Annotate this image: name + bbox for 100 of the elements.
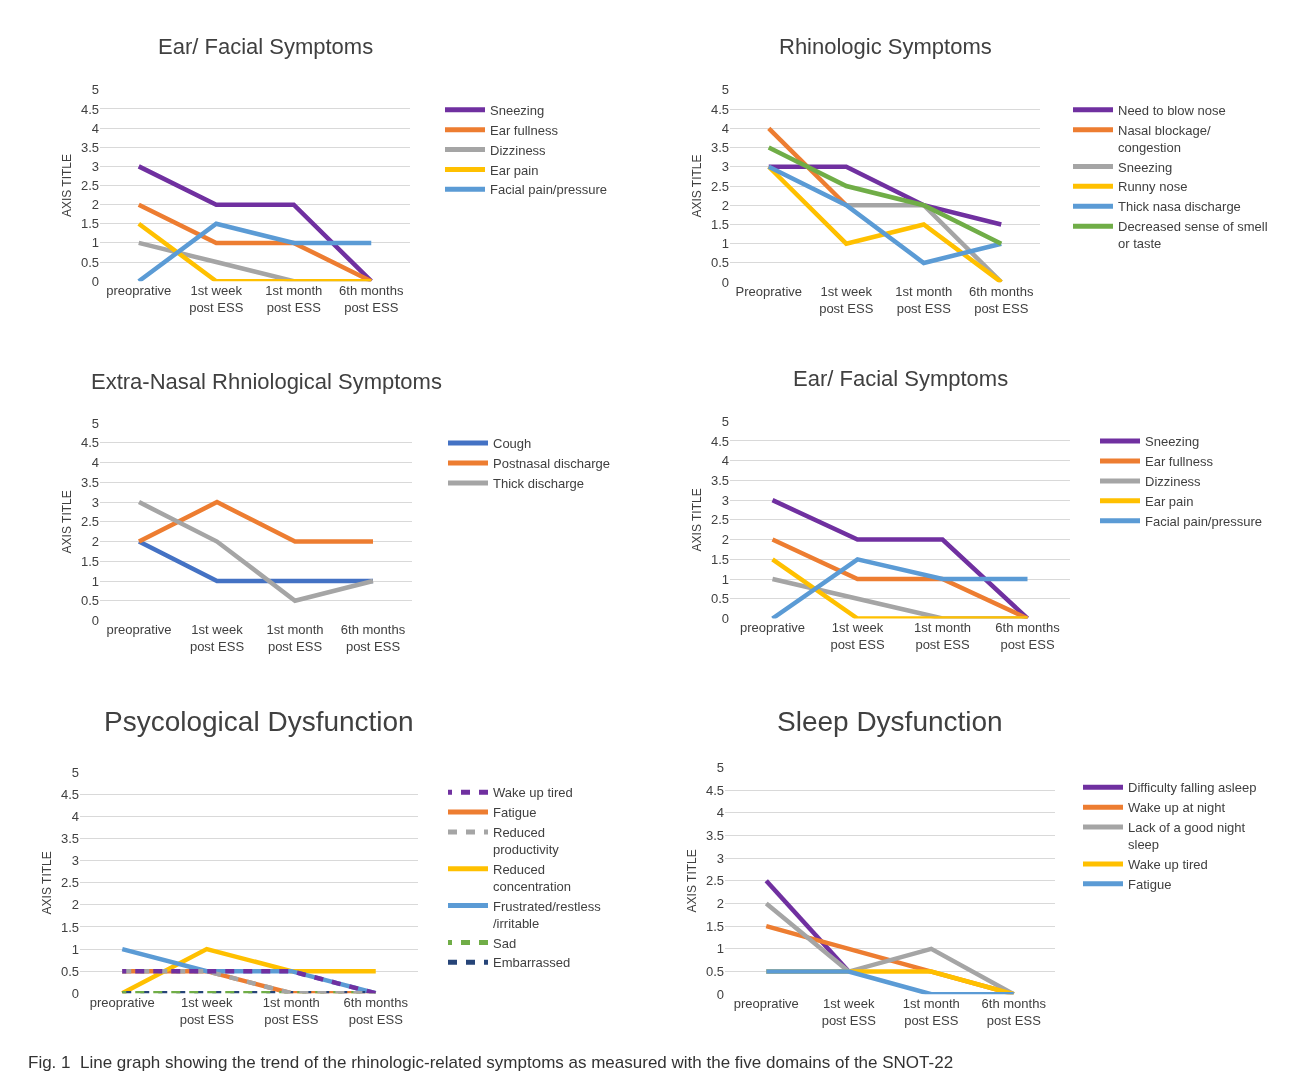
legend-label: Cough: [493, 436, 532, 452]
y-tick-label: 3.5: [80, 474, 99, 490]
y-tick-label: 4: [91, 120, 99, 136]
y-tick-label: 2.5: [80, 514, 99, 530]
y-tick-label: 4.5: [705, 782, 724, 798]
x-tick-label: 6th months post ESS: [340, 622, 406, 655]
y-tick-label: 1: [721, 236, 729, 252]
legend-label: Postnasal discharge: [493, 456, 611, 472]
y-tick-label: 0: [716, 986, 724, 1002]
y-tick-label: 1: [91, 235, 99, 251]
y-tick-label: 0: [721, 611, 729, 627]
y-tick-label: 2: [716, 896, 724, 912]
legend-label: Frustrated/restless /irritable: [493, 898, 602, 931]
y-tick-label: 0: [71, 985, 79, 1001]
y-tick-label: 1.5: [80, 216, 99, 232]
x-tick-label: 1st week post ESS: [830, 620, 885, 653]
y-tick-label: 3: [91, 158, 99, 174]
y-tick-label: 5: [91, 415, 99, 431]
legend-label: Embarrassed: [493, 955, 571, 971]
line-series: [136, 499, 376, 603]
legend-label: Lack of a good night sleep: [1128, 820, 1246, 853]
legend-label: Runny nose: [1118, 179, 1188, 195]
x-tick-label: 6th months post ESS: [969, 284, 1034, 317]
x-tick-label: 1st week post ESS: [179, 995, 235, 1028]
chart-title: Rhinologic Symptoms: [779, 34, 992, 59]
chart-title: Ear/ Facial Symptoms: [158, 34, 374, 59]
legend-label: Thick discharge: [493, 475, 585, 491]
y-tick-label: 1.5: [710, 551, 729, 567]
y-tick-label: 0.5: [710, 591, 729, 607]
legend-label: Sad: [493, 935, 517, 951]
y-tick-label: 0: [721, 274, 729, 290]
x-tick-label: preoprative: [739, 620, 806, 636]
y-tick-label: 1: [91, 573, 99, 589]
y-tick-label: 4.5: [80, 435, 99, 451]
y-tick-label: 4: [721, 120, 729, 136]
y-tick-label: 3.5: [710, 472, 729, 488]
y-tick-label: 3.5: [705, 828, 724, 844]
y-tick-label: 3.5: [60, 831, 79, 847]
y-tick-label: 2.5: [705, 873, 724, 889]
y-tick-label: 1.5: [705, 918, 724, 934]
y-tick-label: 5: [716, 759, 724, 775]
x-tick-label: 6th months post ESS: [995, 620, 1061, 653]
y-axis-title: AXIS TITLE: [690, 488, 705, 552]
x-tick-label: 6th months post ESS: [343, 995, 409, 1028]
legend-label: Dizziness: [1145, 473, 1202, 489]
y-tick-label: 4: [71, 809, 79, 825]
legend-label: Wake up tired: [1128, 856, 1208, 872]
y-tick-label: 5: [721, 82, 729, 98]
y-axis-title: AXIS TITLE: [60, 490, 75, 554]
y-tick-label: 3: [71, 853, 79, 869]
y-tick-label: 1: [71, 941, 79, 957]
line-series: [764, 901, 1016, 995]
legend-label: Sneezing: [1118, 159, 1173, 175]
legend-label: Nasal blockage/ congestion: [1118, 122, 1211, 155]
legend-label: Facial pain/pressure: [1145, 513, 1263, 529]
x-tick-label: 1st month post ESS: [262, 995, 320, 1028]
y-tick-label: 4.5: [80, 101, 99, 117]
caption: Fig. 1 Line graph showing the trend of the rhinologic-related symptoms as measured with the five domains of the SNOT-22: [28, 1053, 954, 1072]
y-tick-label: 2.5: [710, 178, 729, 194]
y-tick-label: 4.5: [60, 786, 79, 802]
chart-title: Extra-Nasal Rhniological Symptoms: [91, 369, 442, 394]
y-tick-label: 0.5: [710, 255, 729, 271]
legend-label: Ear fullness: [1145, 454, 1214, 470]
y-tick-label: 5: [91, 82, 99, 98]
x-tick-label: Preoprative: [735, 284, 802, 300]
legend-label: Wake up at night: [1128, 800, 1226, 816]
x-tick-label: 1st week post ESS: [819, 284, 874, 317]
x-tick-label: 1st week post ESS: [189, 283, 244, 316]
y-tick-label: 3: [716, 850, 724, 866]
legend-label: Dizziness: [490, 142, 547, 158]
chart-title: Ear/ Facial Symptoms: [793, 366, 1009, 391]
y-tick-label: 2: [91, 197, 99, 213]
x-tick-label: preoprative: [106, 622, 172, 638]
x-tick-label: 1st week post ESS: [189, 622, 245, 655]
y-tick-label: 3: [721, 159, 729, 175]
y-tick-label: 2: [721, 197, 729, 213]
y-tick-label: 0.5: [80, 593, 99, 609]
x-tick-label: 1st month post ESS: [265, 283, 323, 316]
chart-title: Sleep Dysfunction: [777, 706, 1003, 737]
x-tick-label: preoprative: [733, 996, 799, 1012]
y-axis-title: AXIS TITLE: [685, 849, 700, 913]
x-tick-label: 1st month post ESS: [895, 284, 953, 317]
y-tick-label: 2.5: [710, 512, 729, 528]
y-tick-label: 4.5: [710, 101, 729, 117]
x-tick-label: 1st month post ESS: [266, 622, 324, 655]
y-tick-label: 0.5: [705, 964, 724, 980]
legend-label: Difficulty falling asleep: [1128, 780, 1257, 796]
y-tick-label: 2: [91, 534, 99, 550]
chart-title: Psycological Dysfunction: [104, 706, 414, 737]
legend-label: Sneezing: [1145, 434, 1200, 450]
y-tick-label: 2.5: [80, 178, 99, 194]
legend-label: Ear fullness: [490, 122, 559, 138]
y-tick-label: 1.5: [60, 919, 79, 935]
legend-label: Decreased sense of smell or taste: [1118, 219, 1268, 252]
y-tick-label: 0.5: [60, 963, 79, 979]
y-tick-label: 5: [721, 413, 729, 429]
y-tick-label: 0: [91, 273, 99, 289]
y-tick-label: 2: [721, 532, 729, 548]
y-tick-label: 3.5: [710, 140, 729, 156]
y-tick-label: 2.5: [60, 875, 79, 891]
